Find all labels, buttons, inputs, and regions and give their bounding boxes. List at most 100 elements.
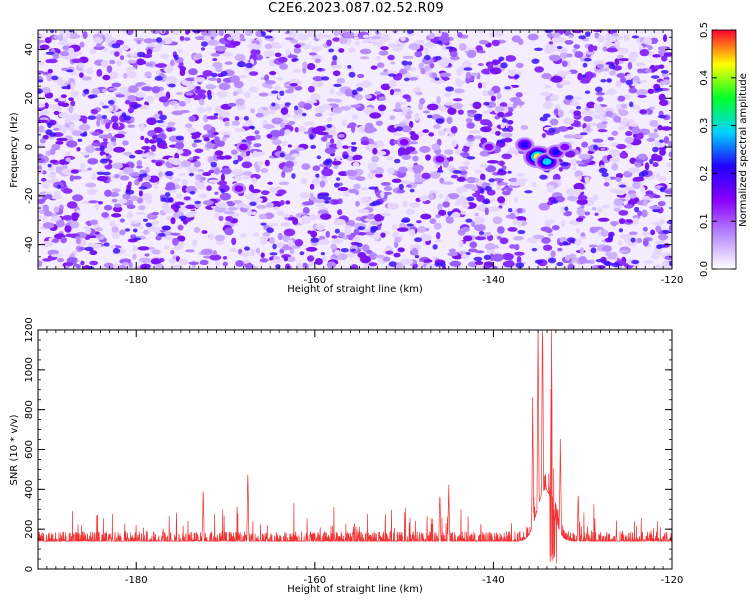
heatmap-cell-strong [566,237,576,243]
snr-y-tick-label: 600 [24,440,35,459]
heatmap-cell [579,236,587,240]
heatmap-cell [613,207,621,212]
heatmap-cell [392,45,404,52]
heatmap-cell [188,68,198,76]
heatmap-cell-strong [173,54,179,61]
heatmap-cell [491,265,498,269]
heatmap-cell [293,68,301,73]
heatmap-cell-strong [657,244,667,248]
heatmap-cell [593,45,598,51]
heatmap-cell [60,94,67,99]
heatmap-cell [84,227,92,235]
heatmap-cell-strong [414,237,423,243]
heatmap-cell [660,126,672,131]
heatmap-cell [623,236,634,244]
heatmap-cell [393,132,403,136]
heatmap-cell [331,235,338,239]
heatmap-cell [576,198,588,205]
heatmap-cell [573,110,581,117]
heatmap-cell-strong [293,105,299,111]
heatmap-cell [468,248,478,253]
heatmap-cell [42,180,50,189]
heatmap-cell [267,181,274,185]
heatmap-cell [614,58,620,66]
heatmap-cell [255,112,264,118]
heatmap-cell [588,244,598,248]
heatmap-cell [503,137,513,143]
heatmap-cell [309,192,315,201]
heatmap-cell [111,232,120,240]
heatmap-cell [55,140,64,145]
heatmap-cell-strong [136,51,146,58]
heatmap-cell [551,36,564,43]
heatmap-cell [474,216,481,223]
heatmap-cell [359,255,372,264]
heatmap-cell [120,258,132,264]
heatmap-cell [489,67,502,75]
heatmap-cell [427,193,435,201]
heatmap-cell [371,155,379,163]
heatmap-cell-strong [652,146,659,153]
heatmap-cell-strong [291,173,296,179]
heatmap-cell [345,169,358,177]
heatmap-cell [137,246,150,251]
heatmap-cell [284,83,291,87]
heatmap-cell [264,43,273,50]
heatmap-cell [408,43,421,51]
heatmap-cell [155,235,162,241]
heatmap-cell [642,238,649,247]
heatmap-cell-strong [502,127,509,132]
heatmap-cell [516,255,522,264]
heatmap-cell [203,137,210,142]
heatmap-cell-strong [323,196,332,201]
heatmap-cell [60,236,68,244]
heatmap-cell-strong [188,172,195,177]
heatmap-cell-strong [638,171,645,178]
heatmap-cell [309,183,315,190]
heatmap-cell-strong [595,259,603,263]
heatmap-cell [212,57,218,62]
heatmap-cell [653,128,659,133]
heatmap-cell [619,76,627,84]
heatmap-cell [148,175,160,183]
heatmap-cell [170,264,183,269]
heatmap-cell [151,220,159,225]
heatmap-cell [607,136,615,141]
heatmap-cell [346,125,352,129]
heatmap-cell [234,116,240,121]
heatmap-cell-strong [498,168,504,172]
heatmap-cell [489,31,496,39]
heatmap-cell [360,80,372,88]
heatmap-cell [379,33,391,42]
heatmap-cell-strong [478,231,485,235]
heatmap-cell [191,239,198,247]
heatmap-cell [419,195,428,202]
heatmap-cell [442,201,450,208]
heatmap-cell [62,188,73,194]
heatmap-cell [255,247,261,254]
heatmap-cell [153,126,163,134]
heatmap-cell [448,156,454,162]
heatmap-cell [600,229,609,237]
heatmap-cell [467,134,474,140]
heatmap-cell [235,98,245,106]
heatmap-cell [376,140,385,149]
heatmap-cell-strong [435,118,444,124]
heatmap-cell [275,242,284,248]
heatmap-cell-strong [351,141,357,145]
heatmap-cell [181,179,188,186]
heatmap-cell [214,136,221,144]
snr-x-tick-label: -160 [303,575,326,586]
heatmap-cell [106,65,113,74]
heatmap-cell [141,146,151,151]
heatmap-cell [532,182,537,187]
heatmap-cell [460,253,470,260]
heatmap-cell-strong [465,218,473,223]
heatmap-cell [444,102,454,106]
heatmap-cell [621,234,633,239]
heatmap-cell [477,30,486,34]
heatmap-cell [221,51,234,57]
heatmap-cell [659,148,666,156]
heatmap-cell [581,141,589,148]
heatmap-cell [481,182,491,187]
